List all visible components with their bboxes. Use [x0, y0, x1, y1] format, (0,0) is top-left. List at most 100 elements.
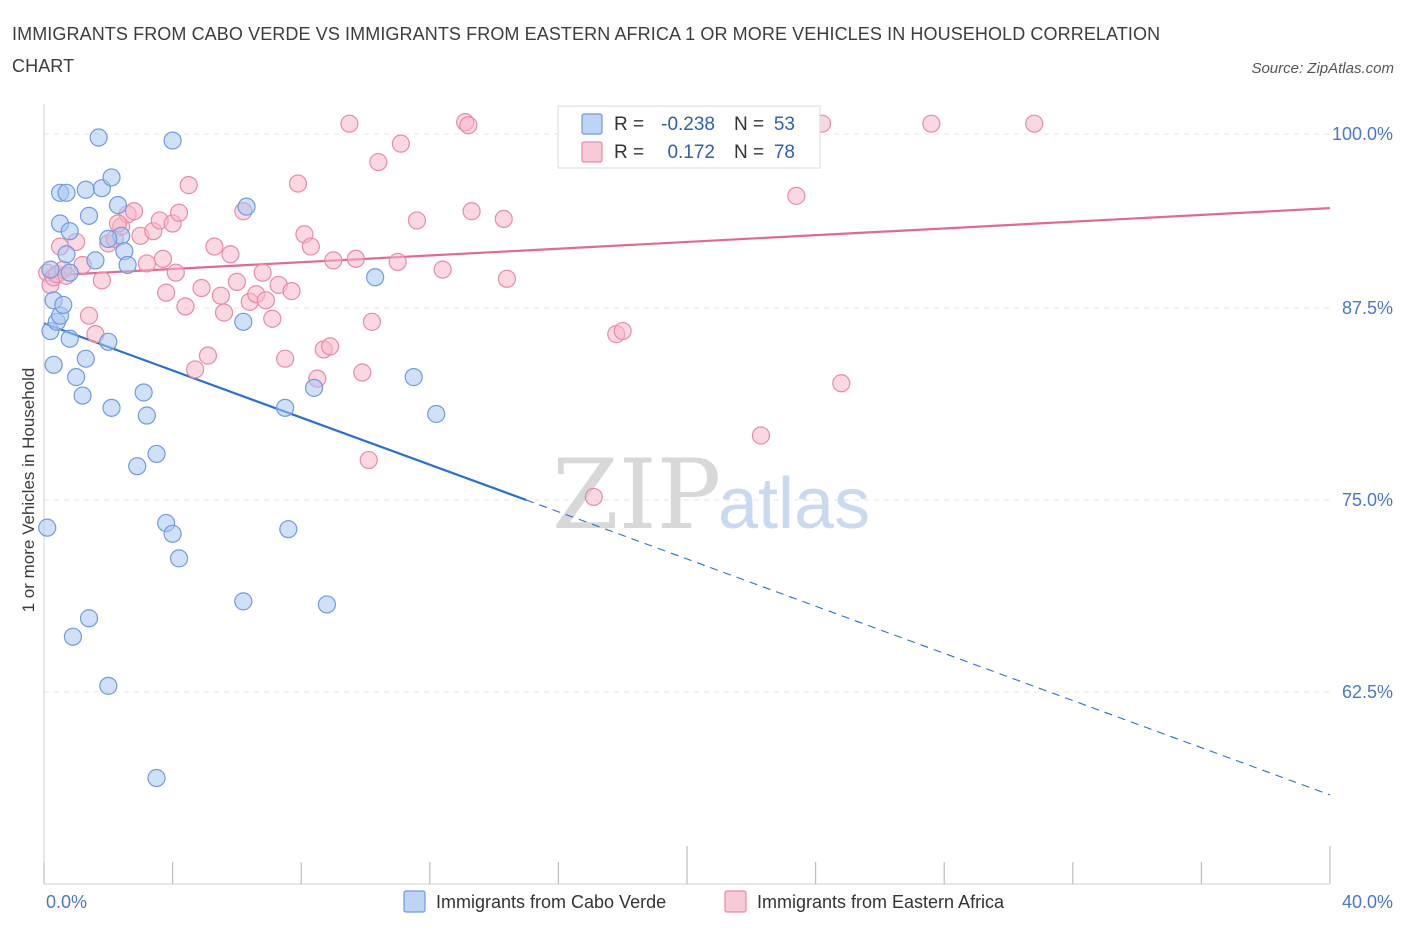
point-eastern-africa	[205, 237, 224, 256]
legend-n-value: 78	[774, 142, 795, 163]
point-cabo-verde	[108, 195, 128, 215]
point-cabo-verde	[79, 206, 99, 225]
point-eastern-africa	[263, 309, 282, 328]
legend-label-cabo-verde: Immigrants from Cabo Verde	[436, 892, 666, 912]
point-cabo-verde	[234, 592, 253, 611]
point-eastern-africa	[369, 152, 388, 172]
watermark-zip: ZIP	[552, 439, 721, 551]
point-eastern-africa	[340, 114, 359, 133]
x-tick-label: 40.0%	[1342, 892, 1393, 912]
point-cabo-verde	[163, 524, 182, 543]
point-cabo-verde	[60, 222, 79, 241]
point-eastern-africa	[584, 487, 603, 507]
legend-n-label: N =	[734, 114, 764, 135]
point-eastern-africa	[221, 245, 240, 264]
point-cabo-verde	[99, 676, 118, 695]
point-cabo-verde	[44, 355, 63, 374]
legend-swatch-cabo-verde	[581, 113, 603, 135]
y-axis-label: 1 or more Vehicles in Household	[19, 368, 38, 613]
point-eastern-africa	[301, 237, 320, 256]
point-cabo-verde	[86, 251, 105, 270]
point-cabo-verde	[102, 168, 121, 187]
point-cabo-verde	[54, 295, 73, 315]
legend-r-value: 0.172	[667, 142, 715, 163]
point-cabo-verde	[60, 329, 79, 348]
point-eastern-africa	[253, 263, 272, 282]
point-eastern-africa	[359, 450, 378, 470]
point-cabo-verde	[38, 518, 57, 537]
point-cabo-verde	[427, 404, 446, 424]
point-eastern-africa	[169, 203, 189, 222]
point-eastern-africa	[459, 116, 478, 135]
point-cabo-verde	[73, 386, 92, 405]
point-eastern-africa	[391, 134, 410, 153]
point-eastern-africa	[124, 202, 144, 221]
point-eastern-africa	[157, 283, 176, 302]
point-eastern-africa	[497, 269, 517, 288]
y-tick-label: 87.5%	[1342, 298, 1393, 318]
point-eastern-africa	[198, 346, 218, 365]
point-eastern-africa	[276, 349, 295, 368]
point-cabo-verde	[304, 378, 324, 397]
point-eastern-africa	[388, 252, 407, 272]
trend-line-extension-cabo-verde	[526, 499, 1331, 796]
series-legend: Immigrants from Cabo Verde Immigrants fr…	[403, 890, 1005, 913]
point-eastern-africa	[288, 174, 308, 193]
point-cabo-verde	[63, 627, 83, 646]
point-cabo-verde	[147, 444, 166, 464]
point-cabo-verde	[99, 229, 118, 248]
point-cabo-verde	[76, 349, 95, 368]
legend-label-eastern-africa: Immigrants from Eastern Africa	[757, 892, 1005, 912]
point-cabo-verde	[128, 457, 147, 476]
point-eastern-africa	[256, 291, 275, 310]
y-tick-label: 62.5%	[1342, 682, 1393, 702]
legend-n-value: 53	[774, 114, 795, 135]
y-tick-label: 100.0%	[1332, 124, 1393, 144]
point-cabo-verde	[366, 268, 385, 287]
point-cabo-verde	[317, 595, 337, 614]
x-tick-label: 0.0%	[46, 892, 87, 912]
legend-n-label: N =	[734, 142, 764, 163]
legend-swatch-cabo-verde	[403, 890, 426, 913]
point-cabo-verde	[169, 549, 189, 568]
point-cabo-verde	[237, 197, 256, 216]
point-cabo-verde	[147, 768, 166, 788]
chart-title: IMMIGRANTS FROM CABO VERDE VS IMMIGRANTS…	[12, 24, 1161, 76]
point-eastern-africa	[179, 176, 198, 195]
point-cabo-verde	[234, 312, 253, 331]
point-eastern-africa	[407, 211, 427, 230]
point-eastern-africa	[176, 297, 195, 316]
x-tick-labels: 0.0% 40.0%	[46, 892, 1393, 912]
point-eastern-africa	[321, 337, 340, 356]
point-eastern-africa	[1025, 114, 1044, 133]
point-eastern-africa	[324, 251, 343, 270]
point-eastern-africa	[282, 282, 301, 301]
point-eastern-africa	[751, 426, 771, 445]
point-cabo-verde	[163, 131, 182, 150]
legend-r-value: -0.238	[661, 114, 715, 135]
point-cabo-verde	[67, 368, 86, 387]
point-eastern-africa	[137, 254, 156, 273]
point-eastern-africa	[462, 202, 481, 221]
axes	[43, 104, 1331, 885]
point-eastern-africa	[214, 303, 234, 322]
point-eastern-africa	[433, 260, 452, 279]
legend-swatch-eastern-africa	[724, 890, 747, 913]
data-points	[38, 113, 1044, 788]
point-cabo-verde	[102, 398, 121, 417]
y-tick-label: 75.0%	[1342, 490, 1393, 510]
point-eastern-africa	[832, 374, 851, 393]
point-eastern-africa	[346, 249, 365, 268]
point-eastern-africa	[227, 272, 246, 291]
point-cabo-verde	[76, 180, 95, 199]
point-cabo-verde	[118, 255, 137, 275]
point-cabo-verde	[137, 406, 156, 425]
y-tick-labels: 62.5% 75.0% 87.5% 100.0%	[1332, 124, 1393, 702]
point-eastern-africa	[211, 286, 230, 305]
point-eastern-africa	[787, 186, 806, 205]
point-cabo-verde	[134, 383, 153, 402]
point-eastern-africa	[79, 306, 99, 325]
point-cabo-verde	[276, 398, 295, 417]
source-label: Source: ZipAtlas.com	[1251, 60, 1394, 77]
